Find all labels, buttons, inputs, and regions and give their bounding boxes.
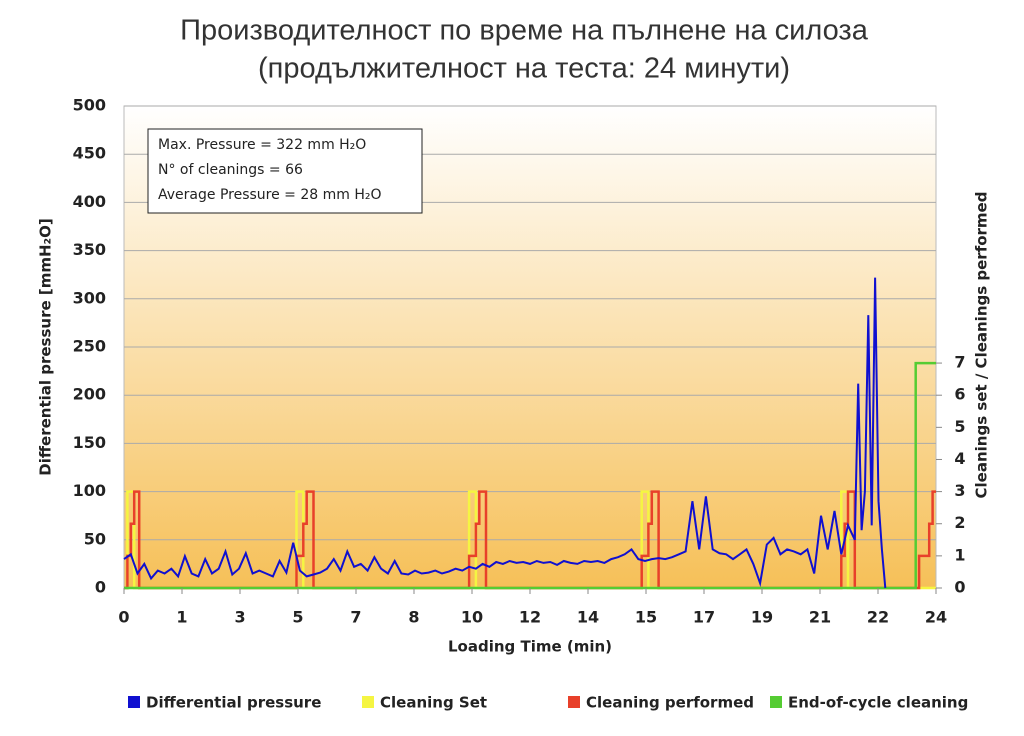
x-axis-label: Loading Time (min) [448, 638, 612, 656]
y2-tick-label: 5 [954, 417, 965, 436]
y2-tick-label: 0 [954, 578, 965, 597]
y-tick-label: 250 [73, 337, 106, 356]
y-tick-label: 100 [73, 481, 106, 500]
annotation-box [147, 128, 423, 214]
x-tick-label: 17 [693, 608, 715, 627]
y-tick-label: 0 [95, 578, 106, 597]
x-tick-label: 1 [176, 608, 187, 627]
x-tick-label: 10 [461, 608, 483, 627]
legend-label: End-of-cycle cleaning [788, 694, 968, 712]
legend-swatch [362, 696, 374, 708]
legend-swatch [770, 696, 782, 708]
series-line [123, 277, 887, 589]
annotation: Average Pressure = 28 mm H₂O [158, 187, 382, 203]
series-line [124, 361, 936, 590]
y-tick-label: 350 [73, 240, 106, 259]
y-tick-label: 300 [73, 288, 106, 307]
x-tick-label: 0 [118, 608, 129, 627]
y2-tick-label: 1 [954, 545, 965, 564]
x-tick-label: 8 [408, 608, 419, 627]
y2-tick-label: 2 [954, 513, 965, 532]
x-tick-label: 21 [809, 608, 831, 627]
x-tick-label: 7 [350, 608, 361, 627]
x-tick-label: 14 [577, 608, 599, 627]
x-tick-label: 24 [925, 608, 947, 627]
x-tick-label: 12 [519, 608, 541, 627]
y-tick-label: 150 [73, 433, 106, 452]
legend-swatch [128, 696, 140, 708]
y2-tick-label: 4 [954, 449, 965, 468]
y2-axis-label: Cleanings set / Cleanings performed [973, 192, 991, 499]
y-tick-label: 400 [73, 192, 106, 211]
x-tick-label: 5 [292, 608, 303, 627]
y2-tick-label: 7 [954, 353, 965, 372]
legend-label: Cleaning Set [380, 694, 487, 712]
y2-tick-label: 6 [954, 385, 965, 404]
series-line [124, 490, 936, 590]
x-tick-label: 15 [635, 608, 657, 627]
y-tick-label: 450 [73, 144, 106, 163]
y-axis-label: Differential pressure [mmH₂O] [37, 218, 55, 475]
chart-title: Производителност по време на пълнене на … [180, 15, 869, 47]
y2-tick-label: 3 [954, 481, 965, 500]
y-tick-label: 200 [73, 385, 106, 404]
annotation: Max. Pressure = 322 mm H₂O [158, 137, 366, 153]
x-tick-label: 19 [751, 608, 773, 627]
y-tick-label: 50 [84, 529, 106, 548]
x-tick-label: 3 [234, 608, 245, 627]
x-tick-label: 22 [867, 608, 889, 627]
legend-label: Cleaning performed [586, 694, 754, 712]
legend-label: Differential pressure [146, 694, 321, 712]
annotation: N° of cleanings = 66 [158, 162, 303, 178]
legend-swatch [568, 696, 580, 708]
y-tick-label: 500 [73, 96, 106, 115]
chart-subtitle: (продължителност на теста: 24 минути) [258, 53, 790, 85]
